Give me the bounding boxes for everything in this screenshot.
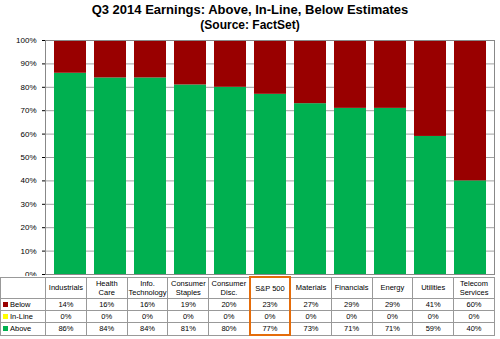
svg-text:70%: 70% <box>20 106 36 115</box>
html-text:23%: 23% <box>262 299 278 309</box>
html-text:0%: 0% <box>60 311 72 321</box>
html-text:29%: 29% <box>384 299 400 309</box>
svg-text:50%: 50% <box>20 153 36 162</box>
html-text:Consumer Disc.: Consumer Disc. <box>211 278 247 297</box>
html-text:Telecom Services: Telecom Services <box>459 278 489 297</box>
svg-text:90%: 90% <box>20 59 36 68</box>
html-text:0%: 0% <box>305 311 317 321</box>
html-text:Utilities: Utilities <box>421 283 446 293</box>
html-text:84%: 84% <box>140 323 155 333</box>
html-text:20%: 20% <box>221 299 237 309</box>
svg-text:10%: 10% <box>20 247 36 256</box>
html-text:Below: Below <box>10 299 31 309</box>
html-text:14%: 14% <box>58 299 74 309</box>
html-text:77%: 77% <box>262 323 278 333</box>
html-text:84%: 84% <box>99 323 115 333</box>
html-text:80%: 80% <box>221 323 237 333</box>
html-text:73%: 73% <box>303 323 319 333</box>
html-text:(Source: FactSet): (Source: FactSet) <box>200 18 300 32</box>
html-text:81%: 81% <box>180 323 196 333</box>
html-text:29%: 29% <box>344 299 360 309</box>
html-text:Q3 2014 Earnings: Above, In-Li: Q3 2014 Earnings: Above, In-Line, Below … <box>91 2 409 17</box>
svg-text:30%: 30% <box>20 200 36 209</box>
html-text:Industrials: Industrials <box>48 283 83 293</box>
html-text:0%: 0% <box>223 311 235 321</box>
svg-text:0%: 0% <box>25 270 37 276</box>
html-text:0%: 0% <box>387 311 398 321</box>
svg-text:40%: 40% <box>20 176 36 185</box>
html-text:S&P 500: S&P 500 <box>255 283 285 293</box>
html-text:27%: 27% <box>303 299 319 309</box>
html-text:41%: 41% <box>425 299 441 309</box>
html-text:Info. Technology: Info. Technology <box>128 278 167 297</box>
html-text:Above: Above <box>10 323 32 333</box>
html-text:0%: 0% <box>142 311 153 321</box>
html-text:86%: 86% <box>58 323 74 333</box>
html-text:Materials: Materials <box>295 283 327 293</box>
html-text:40%: 40% <box>466 323 482 333</box>
svg-text:100%: 100% <box>16 36 36 45</box>
html-text:0%: 0% <box>264 311 276 321</box>
svg-text:20%: 20% <box>20 223 36 232</box>
html-text:Health Care: Health Care <box>95 278 118 297</box>
html-text:16%: 16% <box>99 299 115 309</box>
html-text:19%: 19% <box>180 299 196 309</box>
svg-text:80%: 80% <box>20 83 36 92</box>
svg-text:60%: 60% <box>20 130 36 139</box>
html-text:16%: 16% <box>140 299 155 309</box>
html-text:59%: 59% <box>425 323 441 333</box>
html-text:0%: 0% <box>346 311 357 321</box>
html-text:60%: 60% <box>466 299 482 309</box>
html-text:0%: 0% <box>468 311 480 321</box>
html-text:71%: 71% <box>384 323 400 333</box>
html-text:In-Line: In-Line <box>10 311 33 321</box>
html-text:71%: 71% <box>344 323 360 333</box>
html-text:0%: 0% <box>427 311 439 321</box>
html-text:0%: 0% <box>101 311 113 321</box>
html-text:Energy: Energy <box>380 283 405 293</box>
html-text:0%: 0% <box>182 311 194 321</box>
html-text:Financials: Financials <box>334 283 369 293</box>
html-text:Consumer Staples: Consumer Staples <box>171 278 206 297</box>
